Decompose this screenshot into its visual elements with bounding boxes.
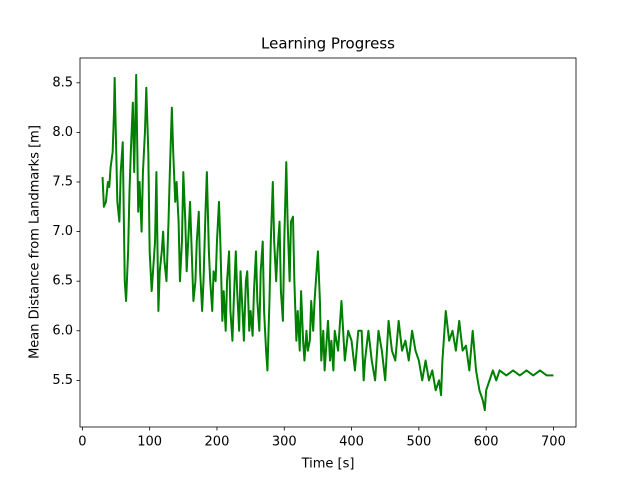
y-tick-label: 6.5 [52,274,73,289]
x-tick-label: 200 [205,435,230,450]
x-tick-label: 500 [406,435,431,450]
x-tick-label: 400 [339,435,364,450]
x-tick-label: 600 [474,435,499,450]
data-line [101,73,554,412]
x-axis-label: Time [s] [301,457,355,472]
y-tick-label: 8.0 [52,125,73,140]
y-tick-label: 8.5 [52,75,73,90]
axes-frame [79,57,577,428]
chart-title: Learning Progress [261,35,395,53]
y-tick-label: 6.0 [52,323,73,338]
x-tick-label: 0 [78,435,86,450]
y-tick-label: 7.0 [52,224,73,239]
x-tick-label: 700 [541,435,566,450]
y-tick-label: 7.5 [52,174,73,189]
x-tick-label: 300 [272,435,297,450]
y-tick-label: 5.5 [52,373,73,388]
x-tick-label: 100 [137,435,162,450]
y-axis-label: Mean Distance from Landmarks [m] [28,125,43,359]
